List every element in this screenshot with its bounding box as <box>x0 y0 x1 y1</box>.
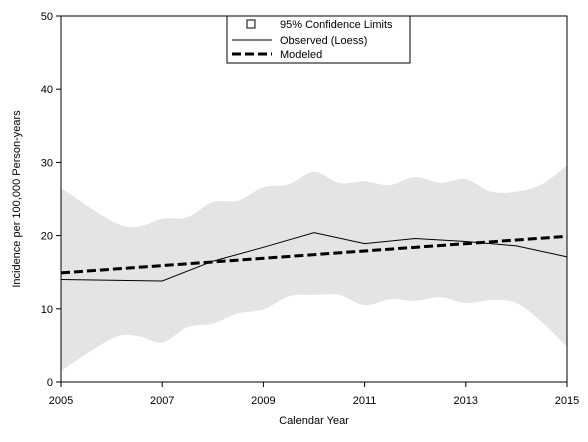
observed-loess-line <box>60 232 568 282</box>
modeled-dashed-line <box>60 234 568 275</box>
y-tick-label: 10 <box>41 304 53 316</box>
x-tick-label: 2015 <box>555 395 579 407</box>
y-tick-label: 40 <box>41 84 53 96</box>
legend-label-observed: Observed (Loess) <box>280 35 367 47</box>
x-tick-label: 2009 <box>251 395 275 407</box>
x-tick-label: 2011 <box>353 395 377 407</box>
legend: 95% Confidence Limits Observed (Loess) M… <box>226 15 411 64</box>
confidence-band-area <box>61 165 567 372</box>
x-axis-title: Calendar Year <box>279 415 349 427</box>
confidence-band-layer <box>61 165 567 372</box>
y-tick-label: 20 <box>41 231 53 243</box>
y-tick-label: 0 <box>47 377 53 389</box>
y-tick-label: 50 <box>41 11 53 23</box>
x-tick-label: 2007 <box>150 395 174 407</box>
x-tick-label: 2005 <box>49 395 73 407</box>
x-axis: 2005 2007 2009 2011 2013 2015 <box>49 382 579 407</box>
legend-label-modeled: Modeled <box>280 49 322 61</box>
x-tick-label: 2013 <box>454 395 478 407</box>
y-axis: 0 10 20 30 40 50 <box>41 11 61 389</box>
y-tick-label: 30 <box>41 157 53 169</box>
series-layer <box>60 232 568 282</box>
legend-label-confidence: 95% Confidence Limits <box>280 19 393 31</box>
y-axis-title: Incidence per 100,000 Person-years <box>11 110 23 288</box>
legend-square-symbol <box>246 19 256 29</box>
